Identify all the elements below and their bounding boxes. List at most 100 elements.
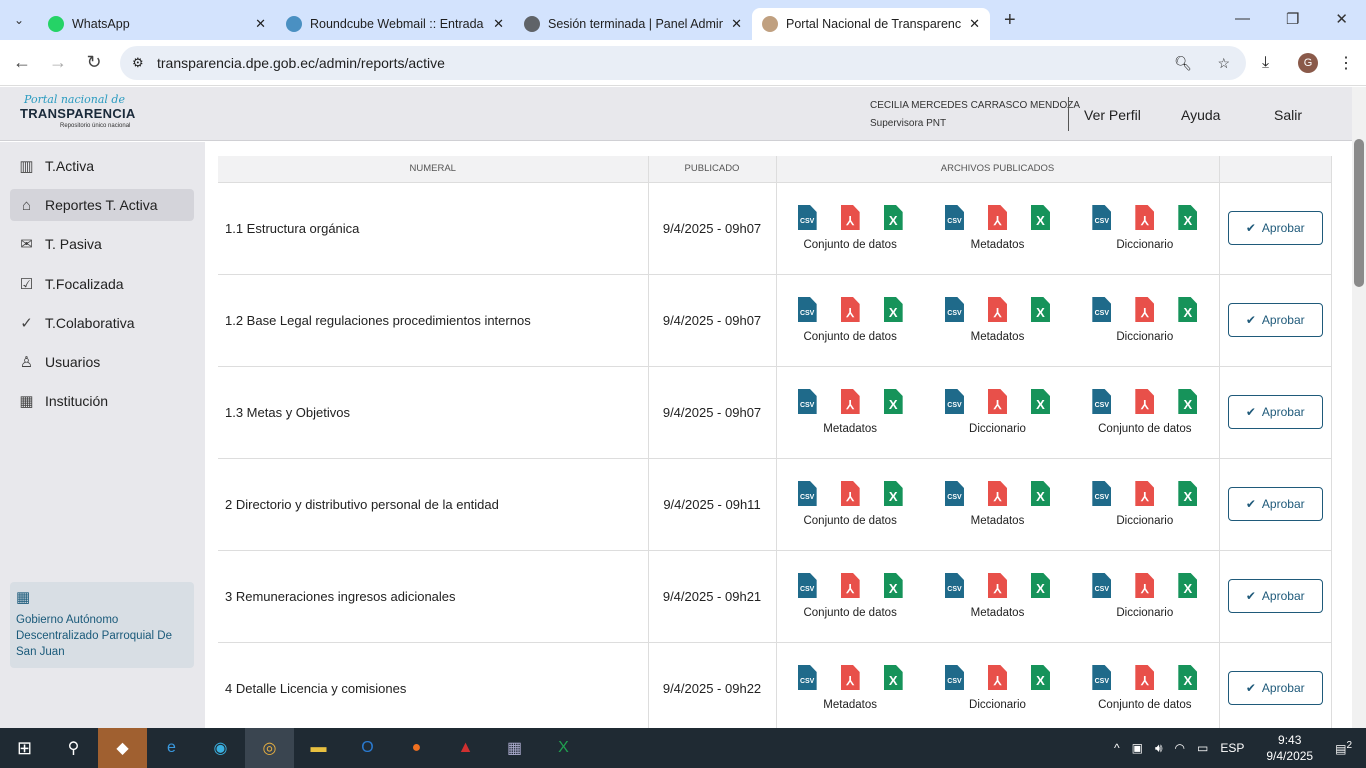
sidebar-item[interactable]: ♙ Usuarios	[10, 346, 194, 378]
scrollbar-thumb[interactable]	[1354, 139, 1364, 287]
close-tab-icon[interactable]: ✕	[969, 16, 980, 31]
profile-avatar[interactable]: G	[1298, 52, 1318, 73]
menu-icon[interactable]: ⋮	[1338, 54, 1354, 72]
excel-file-icon[interactable]: X	[1030, 481, 1050, 506]
sidebar-item[interactable]: ▥ T.Activa	[10, 150, 194, 182]
csv-file-icon[interactable]: CSV	[797, 573, 817, 598]
excel-file-icon[interactable]: X	[1030, 205, 1050, 230]
excel-file-icon[interactable]: X	[1030, 297, 1050, 322]
zoom-icon[interactable]: 🔍︎	[1174, 54, 1192, 71]
excel-file-icon[interactable]: X	[883, 481, 903, 506]
csv-file-icon[interactable]: CSV	[944, 481, 964, 506]
pdf-file-icon[interactable]: ⅄	[987, 665, 1007, 690]
sidebar-item[interactable]: ☑ T.Focalizada	[10, 268, 194, 300]
pdf-file-icon[interactable]: ⅄	[987, 389, 1007, 414]
pdf-file-icon[interactable]: ⅄	[840, 389, 860, 414]
bookmark-star-icon[interactable]: ☆	[1217, 54, 1230, 71]
notifications-icon[interactable]: ▤2	[1335, 740, 1352, 756]
sidebar-item[interactable]: ✉ T. Pasiva	[10, 228, 194, 260]
excel-file-icon[interactable]: X	[1178, 389, 1198, 414]
browser-tab[interactable]: Portal Nacional de Transparencia ✕	[752, 8, 990, 40]
browser-tab[interactable]: WhatsApp ✕	[38, 8, 276, 40]
start-button[interactable]: ⊞	[16, 737, 33, 758]
csv-file-icon[interactable]: CSV	[1092, 665, 1112, 690]
csv-file-icon[interactable]: CSV	[797, 297, 817, 322]
excel-file-icon[interactable]: X	[1030, 389, 1050, 414]
csv-file-icon[interactable]: CSV	[797, 665, 817, 690]
approve-button[interactable]: ✔ Aprobar	[1227, 579, 1323, 613]
reload-button[interactable]: ↻	[86, 52, 102, 72]
portal-logo[interactable]: Portal nacional de TRANSPARENCIA Reposit…	[20, 94, 140, 136]
excel-file-icon[interactable]: X	[883, 297, 903, 322]
pdf-file-icon[interactable]: ⅄	[840, 297, 860, 322]
pdf-file-icon[interactable]: ⅄	[987, 481, 1007, 506]
pdf-file-icon[interactable]: ⅄	[1135, 205, 1155, 230]
tab-search-button[interactable]: ⌄	[13, 13, 25, 27]
approve-button[interactable]: ✔ Aprobar	[1227, 671, 1323, 705]
pdf-file-icon[interactable]: ⅄	[987, 205, 1007, 230]
close-tab-icon[interactable]: ✕	[731, 16, 742, 31]
pdf-file-icon[interactable]: ⅄	[1135, 389, 1155, 414]
pdf-file-icon[interactable]: ⅄	[840, 481, 860, 506]
csv-file-icon[interactable]: CSV	[1092, 573, 1112, 598]
pdf-file-icon[interactable]: ⅄	[840, 665, 860, 690]
edge-icon[interactable]: ◉	[213, 740, 228, 757]
acrobat-icon[interactable]: ▲	[457, 739, 474, 756]
excel-file-icon[interactable]: X	[1178, 481, 1198, 506]
chevron-up-icon[interactable]: ^	[1113, 741, 1120, 755]
csv-file-icon[interactable]: CSV	[944, 573, 964, 598]
restore-button[interactable]: ❐	[1285, 11, 1300, 28]
update-icon[interactable]: ▣	[1131, 741, 1143, 755]
pdf-file-icon[interactable]: ⅄	[1135, 573, 1155, 598]
close-window-button[interactable]: ✕	[1335, 11, 1348, 28]
clock[interactable]: 9:43 9/4/2025	[1266, 732, 1313, 764]
minimize-button[interactable]: —	[1234, 10, 1250, 27]
pdf-file-icon[interactable]: ⅄	[840, 573, 860, 598]
back-button[interactable]: ←	[13, 52, 31, 72]
calculator-icon[interactable]: ▦	[506, 740, 523, 757]
csv-file-icon[interactable]: CSV	[944, 297, 964, 322]
camera-icon[interactable]: ▭	[1197, 741, 1209, 755]
approve-button[interactable]: ✔ Aprobar	[1227, 211, 1323, 245]
ayuda-link[interactable]: Ayuda	[1181, 107, 1221, 123]
excel-file-icon[interactable]: X	[883, 573, 903, 598]
excel-file-icon[interactable]: X	[1178, 573, 1198, 598]
edge-legacy-icon[interactable]: e	[167, 739, 176, 756]
salir-link[interactable]: Salir	[1274, 107, 1303, 123]
excel-file-icon[interactable]: X	[1178, 297, 1198, 322]
download-icon[interactable]: ⤓	[1262, 53, 1270, 71]
wifi-icon[interactable]: ◠	[1174, 741, 1186, 755]
csv-file-icon[interactable]: CSV	[1092, 205, 1112, 230]
pdf-file-icon[interactable]: ⅄	[1135, 665, 1155, 690]
url-bar[interactable]: ⚙ transparencia.dpe.gob.ec/admin/reports…	[120, 46, 1246, 80]
csv-file-icon[interactable]: CSV	[944, 205, 964, 230]
chrome-icon[interactable]: ◎	[245, 728, 294, 768]
pdf-file-icon[interactable]: ⅄	[1135, 297, 1155, 322]
csv-file-icon[interactable]: CSV	[797, 205, 817, 230]
csv-file-icon[interactable]: CSV	[797, 389, 817, 414]
file-explorer-icon[interactable]: ▬	[310, 739, 327, 756]
search-icon[interactable]: ⚲	[67, 740, 80, 757]
approve-button[interactable]: ✔ Aprobar	[1227, 395, 1323, 429]
excel-icon[interactable]: X	[558, 739, 569, 756]
pdf-file-icon[interactable]: ⅄	[987, 573, 1007, 598]
sidebar-item[interactable]: ✓ T.Colaborativa	[10, 307, 194, 339]
close-tab-icon[interactable]: ✕	[255, 16, 266, 31]
approve-button[interactable]: ✔ Aprobar	[1227, 303, 1323, 337]
forward-button[interactable]: →	[49, 52, 67, 72]
excel-file-icon[interactable]: X	[1178, 665, 1198, 690]
csv-file-icon[interactable]: CSV	[944, 389, 964, 414]
browser-tab[interactable]: Roundcube Webmail :: Entrada ✕	[276, 8, 514, 40]
site-info-icon[interactable]: ⚙	[132, 55, 144, 70]
approve-button[interactable]: ✔ Aprobar	[1227, 487, 1323, 521]
csv-file-icon[interactable]: CSV	[1092, 389, 1112, 414]
csv-file-icon[interactable]: CSV	[1092, 481, 1112, 506]
ver-perfil-link[interactable]: Ver Perfil	[1084, 107, 1141, 123]
excel-file-icon[interactable]: X	[1030, 573, 1050, 598]
pdf-file-icon[interactable]: ⅄	[840, 205, 860, 230]
csv-file-icon[interactable]: CSV	[944, 665, 964, 690]
pdf-file-icon[interactable]: ⅄	[987, 297, 1007, 322]
language-indicator[interactable]: ESP	[1220, 741, 1245, 755]
csv-file-icon[interactable]: CSV	[1092, 297, 1112, 322]
excel-file-icon[interactable]: X	[1030, 665, 1050, 690]
